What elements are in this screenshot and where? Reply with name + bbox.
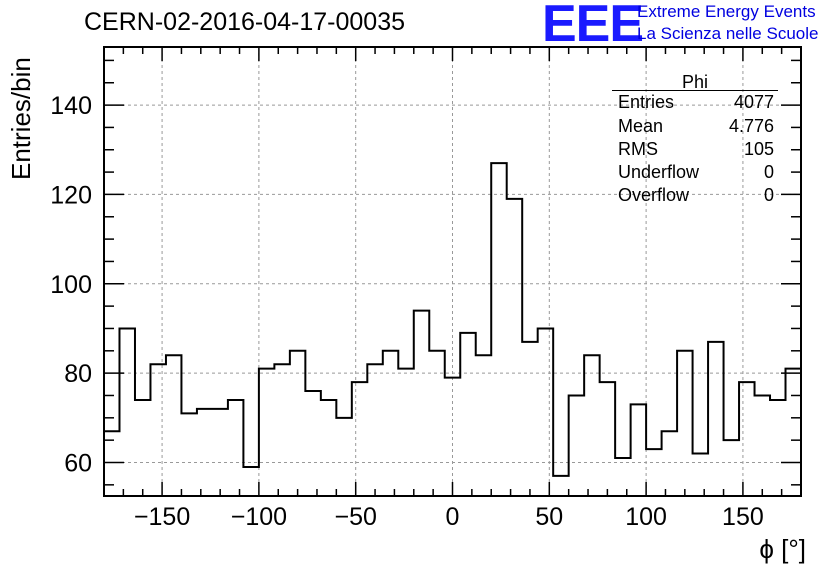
histogram-bin (197, 409, 212, 496)
histogram-bin (755, 395, 770, 496)
stat-label: Entries (618, 92, 675, 112)
chart-title: CERN-02-2016-04-17-00035 (84, 8, 406, 36)
stat-value: 0 (763, 185, 774, 205)
histogram-bin (305, 391, 320, 496)
histogram-bin (352, 382, 367, 496)
histogram-bin (212, 409, 227, 496)
histogram-bin (228, 400, 243, 496)
histogram-bin (724, 440, 739, 496)
stat-row-overflow: Overflow 0 (618, 185, 774, 207)
histogram-bin (321, 400, 336, 496)
histogram-bin (336, 418, 351, 496)
histogram-bin (708, 342, 723, 496)
eee-logo: EEE (542, 0, 644, 53)
y-tick-label: 140 (50, 92, 92, 120)
histogram-bin (383, 351, 398, 496)
histogram-bin (786, 369, 801, 496)
x-tick-label: −150 (134, 503, 190, 531)
histogram-bin (135, 400, 150, 496)
stat-label: Mean (618, 116, 664, 136)
histogram-bin (677, 351, 692, 496)
histogram-bin (445, 378, 460, 496)
grid-lines (104, 47, 801, 496)
stat-value: 4077 (733, 92, 774, 112)
histogram-bin (553, 476, 568, 496)
stat-label: Underflow (618, 162, 700, 182)
histogram-bin (414, 311, 429, 496)
histogram-bin (367, 364, 382, 496)
brand-line-1: Extreme Energy Events (637, 2, 816, 21)
histogram-bin (243, 467, 258, 496)
stat-value: 0 (763, 162, 774, 182)
stat-label: Overflow (618, 185, 690, 205)
x-tick-label: −100 (231, 503, 287, 531)
axis-ticks (103, 47, 802, 496)
histogram-bin (600, 382, 615, 496)
x-tick-label: 50 (535, 503, 563, 531)
histogram-bin (290, 351, 305, 496)
stats-divider (612, 90, 778, 91)
histogram-bin (104, 431, 119, 496)
stat-row-mean: Mean 4.776 (618, 116, 774, 138)
histogram-bin (476, 355, 491, 496)
x-tick-label: −50 (334, 503, 376, 531)
x-tick-label: 0 (446, 503, 460, 531)
histogram-bin (693, 454, 708, 496)
stat-row-rms: RMS 105 (618, 139, 774, 161)
y-tick-label: 80 (64, 360, 92, 388)
brand-line-2: La Scienza nelle Scuole (637, 24, 819, 43)
histogram-bin (770, 400, 785, 496)
x-axis-label: ϕ [°] (759, 534, 806, 564)
histogram-series (103, 162, 802, 496)
histogram-bin (491, 163, 506, 496)
y-tick-label: 60 (64, 449, 92, 477)
histogram-bin (259, 369, 274, 496)
histogram-bin (181, 413, 196, 496)
y-axis-label: Entries/bin (6, 57, 36, 180)
histogram-bin (615, 458, 630, 496)
stats-title: Phi (681, 72, 708, 92)
x-tick-label: 150 (722, 503, 764, 531)
histogram-bin (631, 404, 646, 496)
histogram-bin (429, 351, 444, 496)
x-tick-labels: −150 −100 −50 0 50 100 150 (134, 503, 764, 531)
histogram-bin (507, 199, 522, 496)
histogram-bin (569, 395, 584, 496)
histogram-bin (274, 364, 289, 496)
histogram-bin (150, 364, 165, 496)
histogram-bin (398, 369, 413, 496)
histogram-bin (584, 355, 599, 496)
stat-label: RMS (618, 139, 658, 159)
histogram-bin (538, 328, 553, 496)
histogram-bin (646, 449, 661, 496)
stat-row-underflow: Underflow 0 (618, 162, 774, 184)
y-tick-label: 120 (50, 181, 92, 209)
histogram-bin (522, 342, 537, 496)
histogram-bin (460, 333, 475, 496)
histogram-bin (119, 328, 134, 496)
stat-value: 105 (743, 139, 774, 159)
histogram-bin (662, 431, 677, 496)
y-tick-labels: 60 80 100 120 140 (50, 92, 92, 477)
histogram-bin (739, 382, 754, 496)
stat-row-entries: Entries 4077 (618, 92, 774, 114)
y-tick-label: 100 (50, 271, 92, 299)
x-tick-label: 100 (625, 503, 667, 531)
stat-value: 4.776 (728, 116, 774, 136)
histogram-bin (166, 355, 181, 496)
